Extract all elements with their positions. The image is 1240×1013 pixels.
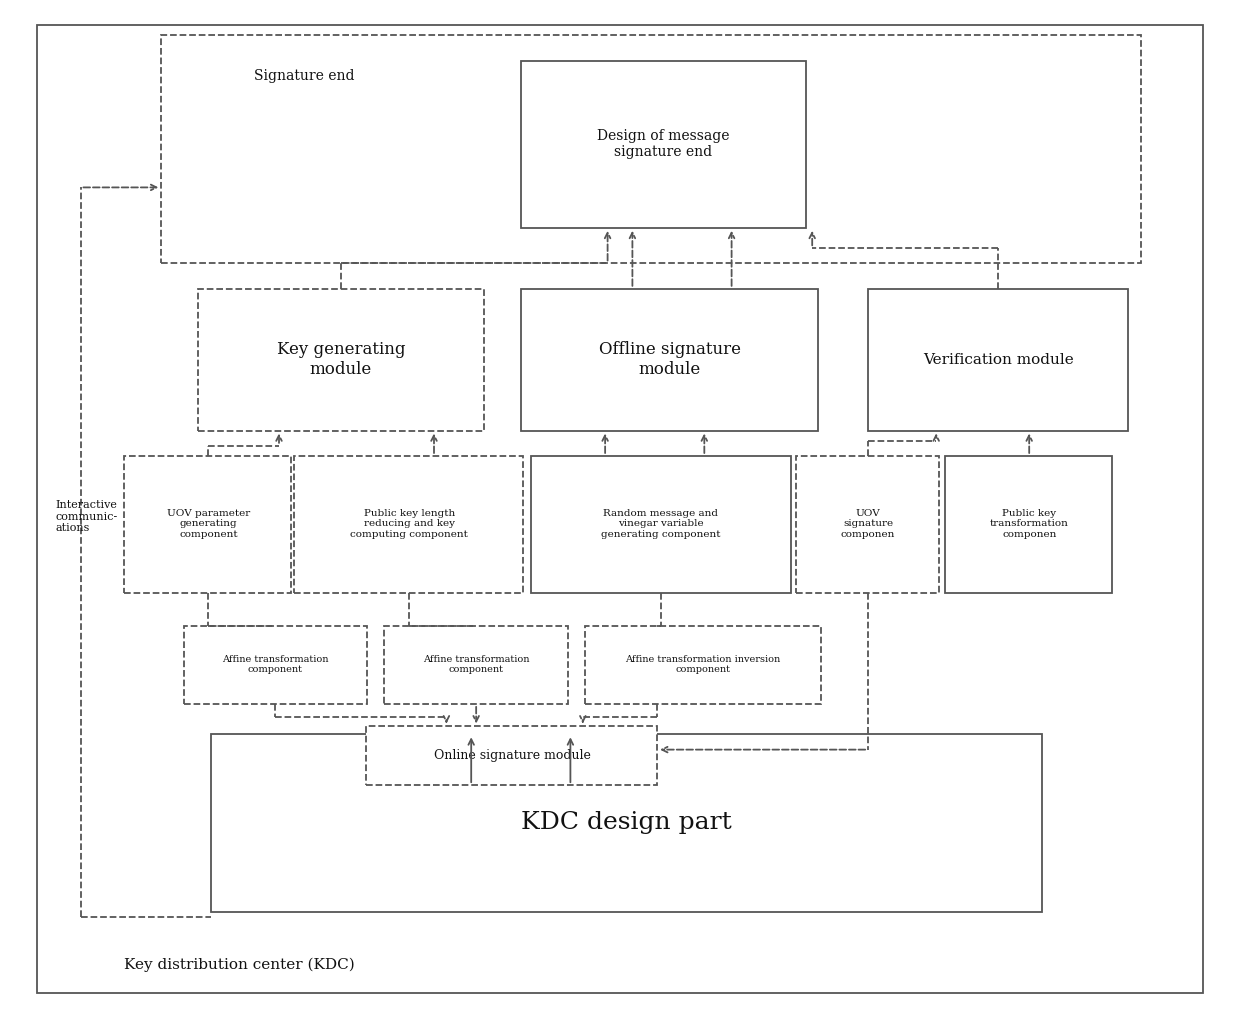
- Bar: [531, 456, 791, 593]
- Bar: [161, 35, 1141, 263]
- Text: Signature end: Signature end: [254, 69, 355, 83]
- Bar: [521, 61, 806, 228]
- Bar: [868, 289, 1128, 431]
- Bar: [384, 626, 568, 704]
- Bar: [521, 289, 818, 431]
- Text: Affine transformation
component: Affine transformation component: [423, 654, 529, 675]
- Bar: [184, 626, 367, 704]
- Text: Key generating
module: Key generating module: [277, 341, 405, 378]
- Text: Random message and
vinegar variable
generating component: Random message and vinegar variable gene…: [601, 509, 720, 539]
- Text: Public key
transformation
componen: Public key transformation componen: [990, 509, 1069, 539]
- Bar: [211, 734, 1042, 912]
- Bar: [124, 456, 291, 593]
- Text: Affine transformation
component: Affine transformation component: [222, 654, 329, 675]
- Text: Online signature module: Online signature module: [434, 750, 590, 762]
- Text: Design of message
signature end: Design of message signature end: [598, 129, 729, 159]
- Text: Public key length
reducing and key
computing component: Public key length reducing and key compu…: [350, 509, 469, 539]
- Text: KDC design part: KDC design part: [521, 811, 732, 834]
- Text: UOV parameter
generating
component: UOV parameter generating component: [166, 509, 250, 539]
- Text: Affine transformation inversion
component: Affine transformation inversion componen…: [625, 654, 781, 675]
- Bar: [945, 456, 1112, 593]
- Bar: [585, 626, 821, 704]
- Text: UOV
signature
componen: UOV signature componen: [841, 509, 895, 539]
- Text: Key distribution center (KDC): Key distribution center (KDC): [124, 957, 355, 971]
- Text: Verification module: Verification module: [923, 353, 1074, 367]
- Text: Interactive
communic-
ations: Interactive communic- ations: [56, 500, 118, 533]
- Bar: [294, 456, 523, 593]
- Bar: [366, 726, 657, 785]
- Text: Offline signature
module: Offline signature module: [599, 341, 740, 378]
- Bar: [796, 456, 939, 593]
- Bar: [198, 289, 484, 431]
